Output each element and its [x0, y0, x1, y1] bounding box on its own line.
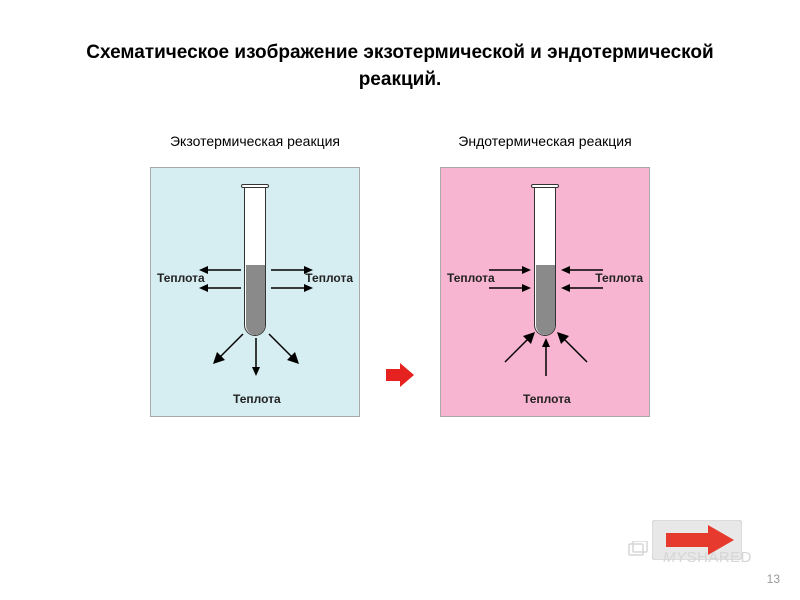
- endothermic-block: Эндотермическая реакция: [415, 133, 675, 417]
- page-number: 13: [767, 572, 780, 586]
- tube-fill: [246, 265, 265, 335]
- endothermic-label: Эндотермическая реакция: [458, 133, 631, 149]
- slide-title: Схематическое изображение экзотермическо…: [0, 0, 800, 113]
- tube-fill: [536, 265, 555, 335]
- arrow-out-icon: [252, 338, 260, 376]
- heat-label-left: Теплота: [447, 271, 495, 285]
- arrow-in-icon: [553, 328, 593, 368]
- heat-label-bottom: Теплота: [233, 392, 281, 406]
- arrow-out-icon: [271, 284, 313, 292]
- arrow-out-icon: [263, 328, 303, 368]
- arrow-in-icon: [561, 284, 603, 292]
- heat-label-bottom: Теплота: [523, 392, 571, 406]
- heat-label-left: Теплота: [157, 271, 205, 285]
- diagrams-row: Экзотермическая реакция: [0, 113, 800, 417]
- test-tube-right: [534, 186, 556, 336]
- center-arrow-icon: [386, 363, 414, 387]
- watermark-text: MYSHARED: [663, 549, 752, 566]
- tube-rim: [241, 184, 269, 188]
- tube-rim: [531, 184, 559, 188]
- arrow-in-icon: [489, 266, 531, 274]
- exothermic-label: Экзотермическая реакция: [170, 133, 340, 149]
- arrow-out-icon: [209, 328, 249, 368]
- endothermic-panel: Теплота Теплота Теплота: [440, 167, 650, 417]
- watermark-icon: [628, 541, 648, 564]
- heat-label-right: Теплота: [595, 271, 643, 285]
- exothermic-panel: Теплота Теплота Теплота: [150, 167, 360, 417]
- arrow-in-icon: [489, 284, 531, 292]
- test-tube-left: [244, 186, 266, 336]
- heat-label-right: Теплота: [305, 271, 353, 285]
- arrow-in-icon: [542, 338, 550, 376]
- arrow-in-icon: [499, 328, 539, 368]
- arrow-out-icon: [199, 266, 241, 274]
- exothermic-block: Экзотермическая реакция: [125, 133, 385, 417]
- arrow-out-icon: [199, 284, 241, 292]
